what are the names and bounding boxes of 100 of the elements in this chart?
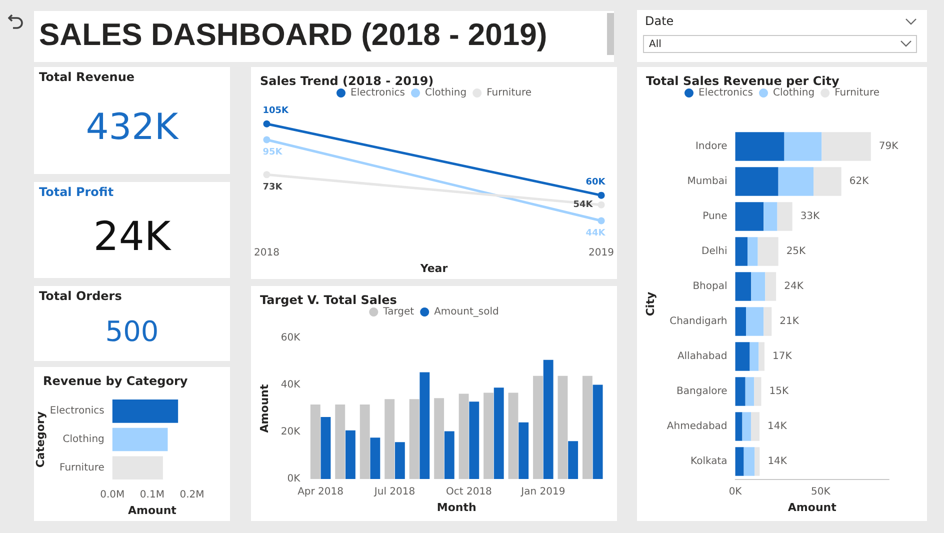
bar	[751, 272, 766, 301]
legend-label: Electronics	[350, 88, 406, 98]
bar	[320, 416, 331, 479]
total-label: 21K	[780, 316, 800, 327]
y-tick-label: Chandigarh	[670, 316, 728, 327]
x-tick-label: 2018	[254, 248, 280, 259]
y-tick-label: Kolkata	[690, 456, 728, 467]
bar	[360, 404, 370, 479]
point	[263, 136, 270, 144]
bar	[335, 404, 346, 479]
data-label: 73K	[262, 182, 284, 193]
y-tick-label: Bhopal	[692, 281, 728, 292]
legend-label: Clothing	[773, 88, 815, 98]
bar	[744, 447, 755, 476]
total-label: 14K	[768, 456, 788, 467]
text: Date	[645, 14, 674, 28]
bar	[592, 384, 603, 479]
total-label: 17K	[772, 351, 792, 362]
point	[598, 217, 605, 224]
total-label: 15K	[769, 386, 789, 397]
point	[598, 192, 605, 199]
x-axis-title: Year	[419, 262, 448, 275]
y-tick-label: Delhi	[702, 246, 728, 257]
bar	[394, 442, 405, 479]
bar	[754, 377, 762, 406]
bar	[758, 237, 778, 266]
text: Total Profit	[39, 185, 114, 199]
bar	[735, 202, 764, 231]
bar	[568, 441, 578, 479]
bar	[508, 392, 518, 479]
bar	[750, 342, 759, 371]
bar	[458, 394, 469, 479]
point	[263, 171, 270, 178]
data-label: 54K	[573, 200, 594, 210]
chart-title: Revenue by Category	[43, 374, 188, 388]
bar	[822, 132, 871, 161]
x-tick-label: Apr 2018	[298, 486, 344, 498]
x-tick-label: 0.2M	[180, 490, 204, 501]
bar	[434, 398, 444, 479]
bar	[778, 167, 814, 196]
data-label: 60K	[586, 177, 606, 188]
bar	[420, 372, 430, 479]
bar	[370, 438, 380, 479]
y-tick-label: Pune	[702, 211, 728, 222]
bar	[735, 447, 744, 476]
chart-title: Target V. Total Sales	[260, 293, 397, 307]
y-tick-label: Bangalore	[676, 386, 728, 397]
bar	[345, 430, 356, 479]
x-axis-title: Amount	[128, 504, 176, 517]
dropdown-field: All	[643, 35, 917, 53]
legend-label: Clothing	[425, 88, 467, 98]
bar	[558, 376, 568, 479]
y-tick-label: Allahabad	[677, 351, 728, 362]
bar	[758, 342, 764, 371]
bar	[735, 272, 752, 301]
total-label: 62K	[849, 176, 870, 187]
y-tick-label: Clothing	[62, 434, 104, 446]
bar	[484, 392, 494, 479]
y-tick-label: Furniture	[59, 462, 104, 474]
x-tick-label: 2019	[588, 248, 614, 259]
bar	[750, 412, 760, 441]
chart-title: Sales Trend (2018 - 2019)	[260, 74, 434, 88]
legend-label: Furniture	[486, 88, 532, 98]
bar	[518, 422, 529, 479]
bar	[533, 376, 543, 479]
bar	[112, 400, 178, 423]
bar	[444, 431, 454, 479]
legend-label: Amount_sold	[434, 306, 499, 318]
x-tick-label: 50K	[811, 486, 831, 498]
bar	[112, 428, 168, 452]
bar	[384, 399, 395, 479]
x-tick-label: 0.0M	[100, 490, 125, 501]
bar	[494, 388, 504, 479]
point	[598, 201, 605, 208]
bar	[814, 167, 842, 196]
text: SALES DASHBOARD (2018 - 2019)	[39, 17, 548, 53]
y-axis-title: Category	[34, 411, 47, 468]
annotation: 432K	[84, 106, 180, 148]
y-tick-label: 0K	[287, 474, 301, 484]
x-tick-label: Jan 2019	[520, 486, 566, 498]
bar	[735, 132, 784, 161]
legend-label: Furniture	[834, 88, 880, 98]
bar	[748, 237, 758, 266]
text: 500	[104, 314, 160, 348]
chart-title: Total Sales Revenue per City	[646, 74, 840, 88]
bar	[735, 377, 746, 406]
bar	[784, 132, 822, 161]
x-axis-title: Month	[436, 500, 476, 514]
text: Total Orders	[39, 289, 122, 303]
y-tick-label: 20K	[280, 426, 301, 438]
bar	[742, 412, 751, 441]
bar	[735, 167, 778, 196]
x-tick-label: Jul 2018	[373, 486, 416, 498]
text: Total Revenue	[39, 70, 135, 84]
bar	[745, 377, 754, 406]
bar	[735, 412, 742, 441]
annotation: 24K	[92, 214, 172, 260]
point	[263, 120, 270, 128]
bar	[543, 360, 554, 479]
bar	[582, 376, 592, 479]
